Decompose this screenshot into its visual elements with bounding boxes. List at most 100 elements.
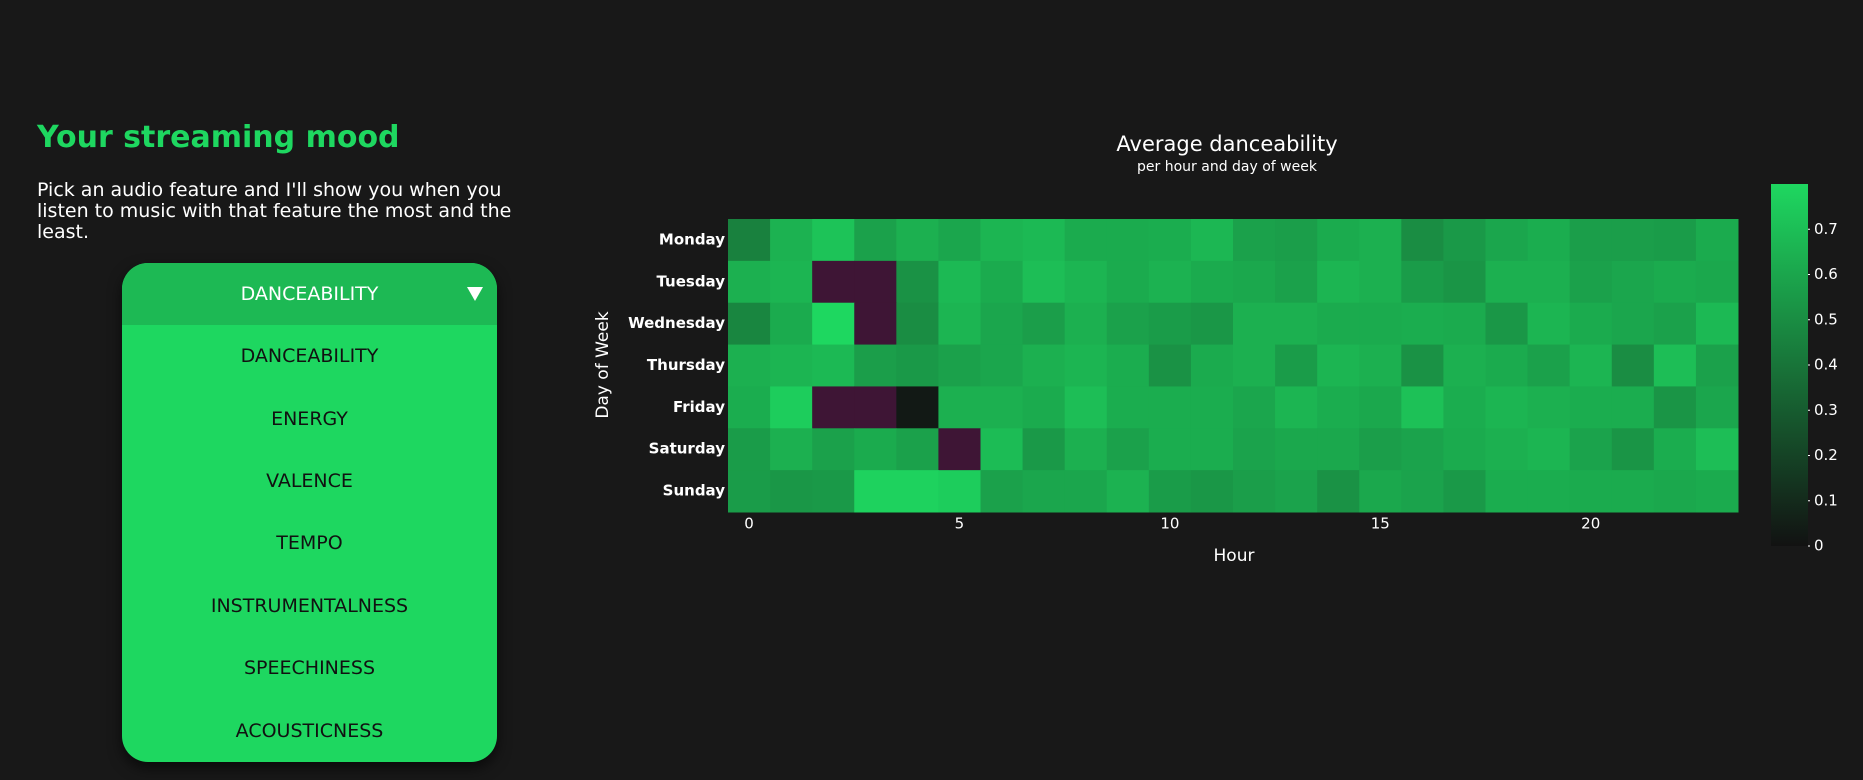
heatmap-cell (1527, 260, 1571, 304)
heatmap-cell (1359, 260, 1402, 304)
heatmap-cell (1233, 428, 1276, 471)
y-tick-label: Sunday (663, 482, 726, 500)
heatmap-cell (1106, 302, 1150, 346)
heatmap-cell (1148, 428, 1192, 471)
heatmap-cell (1064, 470, 1108, 513)
heatmap-cell (1064, 428, 1108, 471)
heatmap-cell (1695, 302, 1739, 346)
heatmap-cell (1190, 302, 1234, 346)
heatmap-cell (1317, 219, 1360, 262)
y-tick-label: Wednesday (628, 314, 725, 332)
heatmap-cell (1527, 386, 1571, 429)
heatmap-cell (1695, 470, 1739, 513)
heatmap-cell (1443, 428, 1486, 471)
heatmap-cell (1275, 386, 1318, 429)
heatmap-cell (1106, 344, 1150, 387)
heatmap-cell (1695, 260, 1739, 304)
heatmap-cell (1485, 219, 1529, 262)
heatmap-cell (1359, 428, 1402, 471)
heatmap-cell (938, 470, 981, 513)
heatmap-cell (1485, 470, 1529, 513)
x-tick-label: 10 (1160, 515, 1179, 533)
y-tick-label: Monday (659, 230, 725, 248)
heatmap-cell (1485, 302, 1529, 346)
colorbar-tick-label: 0.1 (1814, 491, 1838, 509)
dropdown-option[interactable]: ENERGY (271, 407, 348, 430)
dropdown-option[interactable]: TEMPO (276, 532, 343, 555)
heatmap-cell (1317, 260, 1360, 304)
heatmap-cell (770, 260, 813, 304)
dropdown-options: DANCEABILITY ENERGY VALENCE TEMPO INSTRUMENT… (122, 325, 497, 762)
heatmap-cell (770, 219, 813, 262)
heatmap-cell (770, 386, 813, 429)
heatmap-cell (1527, 219, 1571, 262)
heatmap-cell (1022, 260, 1066, 304)
heatmap-cell (1653, 260, 1697, 304)
heatmap-cell (1695, 386, 1739, 429)
heatmap-cell (1064, 260, 1108, 304)
heatmap-cell (1275, 344, 1318, 387)
dropdown-option[interactable]: INSTRUMENTALNESS (210, 594, 409, 617)
x-axis-label: Hour (1214, 546, 1255, 566)
heatmap-cell (854, 302, 897, 346)
heatmap-cell (1233, 470, 1276, 513)
heatmap-cell (1275, 219, 1318, 262)
heatmap-cell (812, 302, 855, 346)
heatmap-cell (1569, 260, 1613, 304)
x-tick-label: 20 (1581, 515, 1600, 533)
heatmap-cell (896, 260, 939, 304)
heatmap-cell (1022, 302, 1066, 346)
heatmap-cell (728, 260, 771, 304)
heatmap-cell (1443, 344, 1486, 387)
heatmap-cell (980, 470, 1024, 513)
heatmap-cell (938, 260, 981, 304)
heatmap-cell (1569, 302, 1613, 346)
heatmap-cell (854, 470, 897, 513)
colorbar-tick-label: 0.7 (1814, 220, 1838, 238)
heatmap-cell (1317, 302, 1360, 346)
colorbar-tick-label: 0.3 (1814, 401, 1838, 419)
heatmap-cell (1022, 470, 1066, 513)
heatmap-cell (1064, 219, 1108, 262)
heatmap-cell (1064, 386, 1108, 429)
intro-text: Pick an audio feature and I'll show you … (37, 179, 512, 243)
dropdown-option[interactable]: ACOUSTICNESS (235, 719, 384, 742)
heatmap-cell (1148, 219, 1192, 262)
heatmap-cell (728, 470, 771, 513)
heatmap-cell (1317, 470, 1360, 513)
y-tick-label: Saturday (649, 440, 726, 458)
dropdown-selected[interactable]: DANCEABILITY (122, 263, 497, 325)
heatmap-cell (1190, 386, 1234, 429)
chart-subtitle: per hour and day of week (1137, 159, 1318, 175)
heatmap-cell (854, 219, 897, 262)
heatmap-cell (770, 344, 813, 387)
heatmap-cell (1569, 470, 1613, 513)
feature-dropdown[interactable]: DANCEABILITY DANCEABILITY ENERGY VALENCE TE… (122, 263, 497, 762)
heatmap-cell (1611, 219, 1655, 262)
heatmap-cell (1359, 470, 1402, 513)
heatmap-cell (1401, 302, 1444, 346)
dropdown-option[interactable]: DANCEABILITY (240, 345, 379, 368)
heatmap-cell (1569, 386, 1613, 429)
heatmap-cell (1190, 428, 1234, 471)
heatmap-cell (980, 302, 1024, 346)
heatmap-cell (896, 344, 939, 387)
x-tick-label: 0 (744, 515, 754, 533)
heatmap-cell (1106, 470, 1150, 513)
x-tick-label: 15 (1371, 515, 1390, 533)
heatmap-cell (938, 428, 981, 471)
heatmap-cell (896, 219, 939, 262)
heatmap-cell (938, 302, 981, 346)
dropdown-option[interactable]: VALENCE (266, 469, 353, 492)
heatmap-cell (1401, 428, 1444, 471)
heatmap-cell (1611, 428, 1655, 471)
heatmap-cell (1275, 470, 1318, 513)
chart-title: Average danceability (1116, 132, 1337, 156)
dropdown-option[interactable]: SPEECHINESS (243, 657, 376, 680)
heatmap-cell (1527, 428, 1571, 471)
heatmap-cell (896, 428, 939, 471)
heatmap-cell (812, 219, 855, 262)
y-tick-label: Tuesday (656, 272, 725, 290)
heatmap-cell (1190, 219, 1234, 262)
